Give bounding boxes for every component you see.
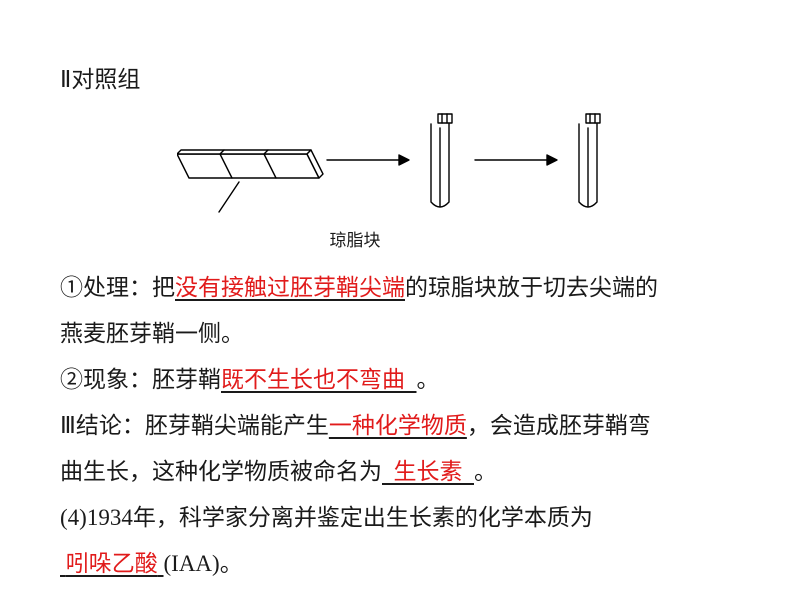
p2-blank: 既不生长也不弯曲 — [221, 367, 405, 392]
diagram-caption: 琼脂块 — [18, 226, 692, 251]
p1-blank: 没有接触过胚芽鞘尖端 — [175, 275, 405, 300]
p2-pad — [405, 367, 417, 392]
arrow-1 — [327, 155, 409, 165]
p3-blank: 一种化学物质 — [329, 413, 467, 438]
p3b-blank: 生长素 — [394, 459, 463, 484]
p5-blank: 吲哚乙酸 — [66, 551, 158, 576]
p1b: 燕麦胚芽鞘一侧。 — [60, 311, 734, 357]
arrow-2 — [475, 155, 557, 165]
p3b-pad2 — [463, 459, 475, 484]
p3bc: 。 — [474, 459, 497, 484]
p4: (4)1934年，科学家分离并鉴定出生长素的化学本质为 — [60, 495, 734, 541]
diagram-svg — [177, 104, 617, 224]
leader-line — [219, 182, 239, 212]
p2c: 。 — [417, 367, 440, 392]
p5b: (IAA)。 — [164, 551, 243, 576]
section-heading: Ⅱ对照组 — [60, 60, 734, 94]
p3ba: 曲生长，这种化学物质被命名为 — [60, 459, 382, 484]
p2a: ②现象：胚芽鞘 — [60, 367, 221, 392]
p3a: Ⅲ结论：胚芽鞘尖端能产生 — [60, 413, 329, 438]
p1c: 的琼脂块放于切去尖端的 — [405, 275, 658, 300]
coleoptile-1 — [431, 114, 452, 207]
p3b-pad1 — [382, 459, 394, 484]
diagram: 琼脂块 — [60, 104, 734, 251]
p1a: ①处理：把 — [60, 275, 175, 300]
agar-block — [177, 150, 323, 178]
p3c: ，会造成胚芽鞘弯 — [467, 413, 651, 438]
body-text: ①处理：把没有接触过胚芽鞘尖端的琼脂块放于切去尖端的 燕麦胚芽鞘一侧。 ②现象：… — [60, 265, 734, 587]
coleoptile-2 — [579, 114, 600, 207]
